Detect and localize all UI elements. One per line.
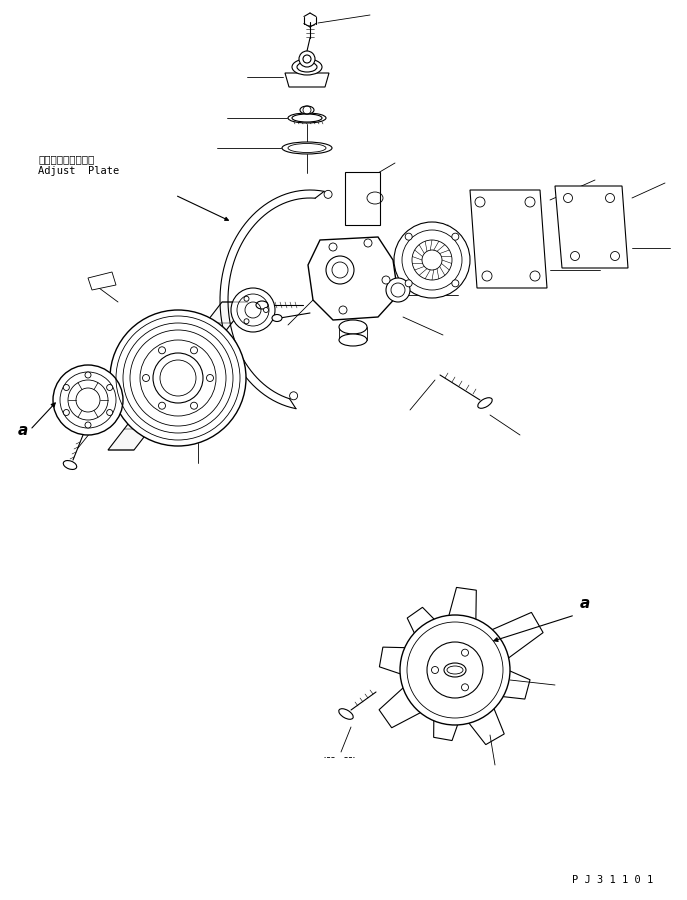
- Circle shape: [563, 194, 572, 202]
- Ellipse shape: [282, 142, 332, 154]
- Polygon shape: [483, 612, 543, 664]
- Polygon shape: [462, 698, 504, 744]
- Circle shape: [339, 306, 347, 314]
- Polygon shape: [108, 302, 248, 450]
- Circle shape: [85, 372, 91, 378]
- Circle shape: [452, 233, 459, 240]
- Polygon shape: [492, 666, 530, 699]
- Ellipse shape: [272, 314, 282, 321]
- Circle shape: [63, 384, 69, 391]
- Circle shape: [462, 649, 469, 656]
- Text: Adjust  Plate: Adjust Plate: [38, 166, 120, 176]
- Ellipse shape: [288, 113, 326, 123]
- Text: アジャストプレート: アジャストプレート: [38, 154, 94, 164]
- Circle shape: [63, 410, 69, 416]
- Circle shape: [382, 276, 390, 284]
- Circle shape: [462, 684, 469, 691]
- Circle shape: [364, 239, 372, 247]
- Circle shape: [525, 197, 535, 207]
- Circle shape: [53, 365, 123, 435]
- Circle shape: [207, 374, 214, 382]
- Circle shape: [482, 271, 492, 281]
- Circle shape: [475, 197, 485, 207]
- Polygon shape: [470, 190, 547, 288]
- Ellipse shape: [444, 663, 466, 677]
- Ellipse shape: [300, 106, 314, 114]
- Circle shape: [264, 308, 269, 312]
- Ellipse shape: [292, 59, 322, 75]
- Polygon shape: [308, 237, 398, 320]
- Circle shape: [570, 251, 580, 260]
- Circle shape: [244, 296, 249, 302]
- Text: P J 3 1 1 0 1: P J 3 1 1 0 1: [572, 875, 653, 885]
- Circle shape: [394, 222, 470, 298]
- Polygon shape: [446, 588, 476, 631]
- Polygon shape: [88, 272, 116, 290]
- Circle shape: [159, 346, 166, 354]
- Circle shape: [85, 422, 91, 428]
- Polygon shape: [433, 709, 462, 741]
- Polygon shape: [379, 647, 416, 678]
- Circle shape: [326, 256, 354, 284]
- Circle shape: [611, 251, 620, 260]
- Circle shape: [110, 310, 246, 446]
- Circle shape: [106, 384, 113, 391]
- Text: a: a: [18, 423, 28, 438]
- Circle shape: [142, 374, 150, 382]
- Polygon shape: [379, 680, 430, 728]
- Circle shape: [190, 402, 197, 410]
- Ellipse shape: [339, 708, 353, 719]
- Circle shape: [400, 615, 510, 725]
- Polygon shape: [555, 186, 628, 268]
- Text: a: a: [580, 596, 590, 611]
- Circle shape: [405, 233, 412, 240]
- Circle shape: [386, 278, 410, 302]
- Circle shape: [405, 280, 412, 287]
- Circle shape: [427, 642, 483, 698]
- Circle shape: [431, 667, 438, 673]
- Circle shape: [605, 194, 614, 202]
- Circle shape: [452, 280, 459, 287]
- Polygon shape: [407, 608, 442, 643]
- Ellipse shape: [339, 320, 367, 334]
- Circle shape: [299, 51, 315, 67]
- Ellipse shape: [63, 461, 77, 470]
- Polygon shape: [345, 172, 380, 225]
- Circle shape: [106, 410, 113, 416]
- Ellipse shape: [339, 334, 367, 346]
- Circle shape: [231, 288, 275, 332]
- Circle shape: [244, 319, 249, 324]
- Circle shape: [159, 402, 166, 410]
- Ellipse shape: [256, 301, 268, 309]
- Circle shape: [190, 346, 197, 354]
- Circle shape: [329, 243, 337, 251]
- Ellipse shape: [477, 398, 492, 409]
- Circle shape: [530, 271, 540, 281]
- Circle shape: [153, 353, 203, 403]
- Polygon shape: [285, 73, 329, 87]
- Circle shape: [365, 173, 375, 183]
